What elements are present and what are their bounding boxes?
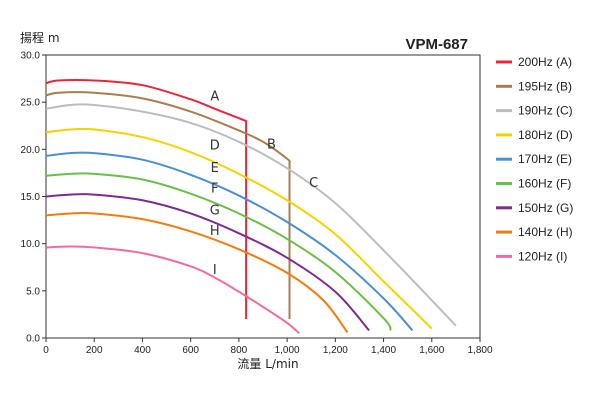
legend-label: 160Hz (F) xyxy=(518,177,571,191)
series-line-i xyxy=(45,245,300,335)
x-tick-label: 600 xyxy=(182,345,199,356)
series-line-g xyxy=(45,193,370,332)
x-tick-label: 1,600 xyxy=(419,345,444,356)
series-line-h xyxy=(45,211,349,333)
x-axis-label: 流量 L/min xyxy=(237,357,298,371)
curve-label-a: A xyxy=(210,89,219,104)
x-tick-label: 1,000 xyxy=(275,345,300,356)
curve-label-b: B xyxy=(267,137,276,152)
x-tick-label: 400 xyxy=(134,345,151,356)
y-tick-label: 15.0 xyxy=(21,192,41,203)
legend-label: 190Hz (C) xyxy=(518,104,573,118)
x-tick-label: 800 xyxy=(231,345,248,356)
series-line-b xyxy=(45,91,291,320)
y-axis-ticks: 0.0 5.0 10.0 15.0 20.0 25.0 30.0 xyxy=(21,51,46,345)
curve-label-d: D xyxy=(210,138,220,153)
x-tick-label: 1,200 xyxy=(323,345,348,356)
curve-label-f: F xyxy=(211,182,218,197)
series-line-d xyxy=(45,127,433,330)
series-line-c xyxy=(45,103,457,327)
y-tick-label: 30.0 xyxy=(21,51,41,62)
legend: 200Hz (A) 195Hz (B) 190Hz (C) 180Hz (D) 170H… xyxy=(496,55,573,263)
x-tick-label: 1,400 xyxy=(371,345,396,356)
curves xyxy=(45,78,457,335)
curve-label-i: I xyxy=(213,263,217,278)
x-axis-ticks: 0 200 400 600 800 1,000 1,200 1,400 1,600 1,800 xyxy=(43,338,493,356)
legend-label: 120Hz (I) xyxy=(518,249,567,263)
x-tick-label: 0 xyxy=(43,345,49,356)
curve-label-g: G xyxy=(210,203,220,218)
legend-label: 150Hz (G) xyxy=(518,201,573,215)
legend-label: 140Hz (H) xyxy=(518,225,573,239)
y-tick-label: 5.0 xyxy=(26,286,40,297)
y-axis-label: 揚程 m xyxy=(20,30,60,45)
x-tick-label: 200 xyxy=(86,345,103,356)
series-line-a xyxy=(45,78,248,320)
y-tick-label: 0.0 xyxy=(26,334,40,345)
legend-label: 170Hz (E) xyxy=(518,152,572,166)
x-tick-label: 1,800 xyxy=(467,345,492,356)
y-tick-label: 20.0 xyxy=(21,145,41,156)
y-tick-label: 10.0 xyxy=(21,239,41,250)
legend-label: 195Hz (B) xyxy=(518,79,572,93)
legend-label: 180Hz (D) xyxy=(518,128,573,142)
y-tick-label: 25.0 xyxy=(21,98,41,109)
curve-label-h: H xyxy=(210,224,220,239)
chart-title: VPM-687 xyxy=(405,36,468,53)
series-line-f xyxy=(45,172,392,331)
legend-label: 200Hz (A) xyxy=(518,55,572,69)
curve-label-e: E xyxy=(211,161,219,176)
series-line-e xyxy=(45,151,414,332)
curve-label-c: C xyxy=(309,176,318,191)
